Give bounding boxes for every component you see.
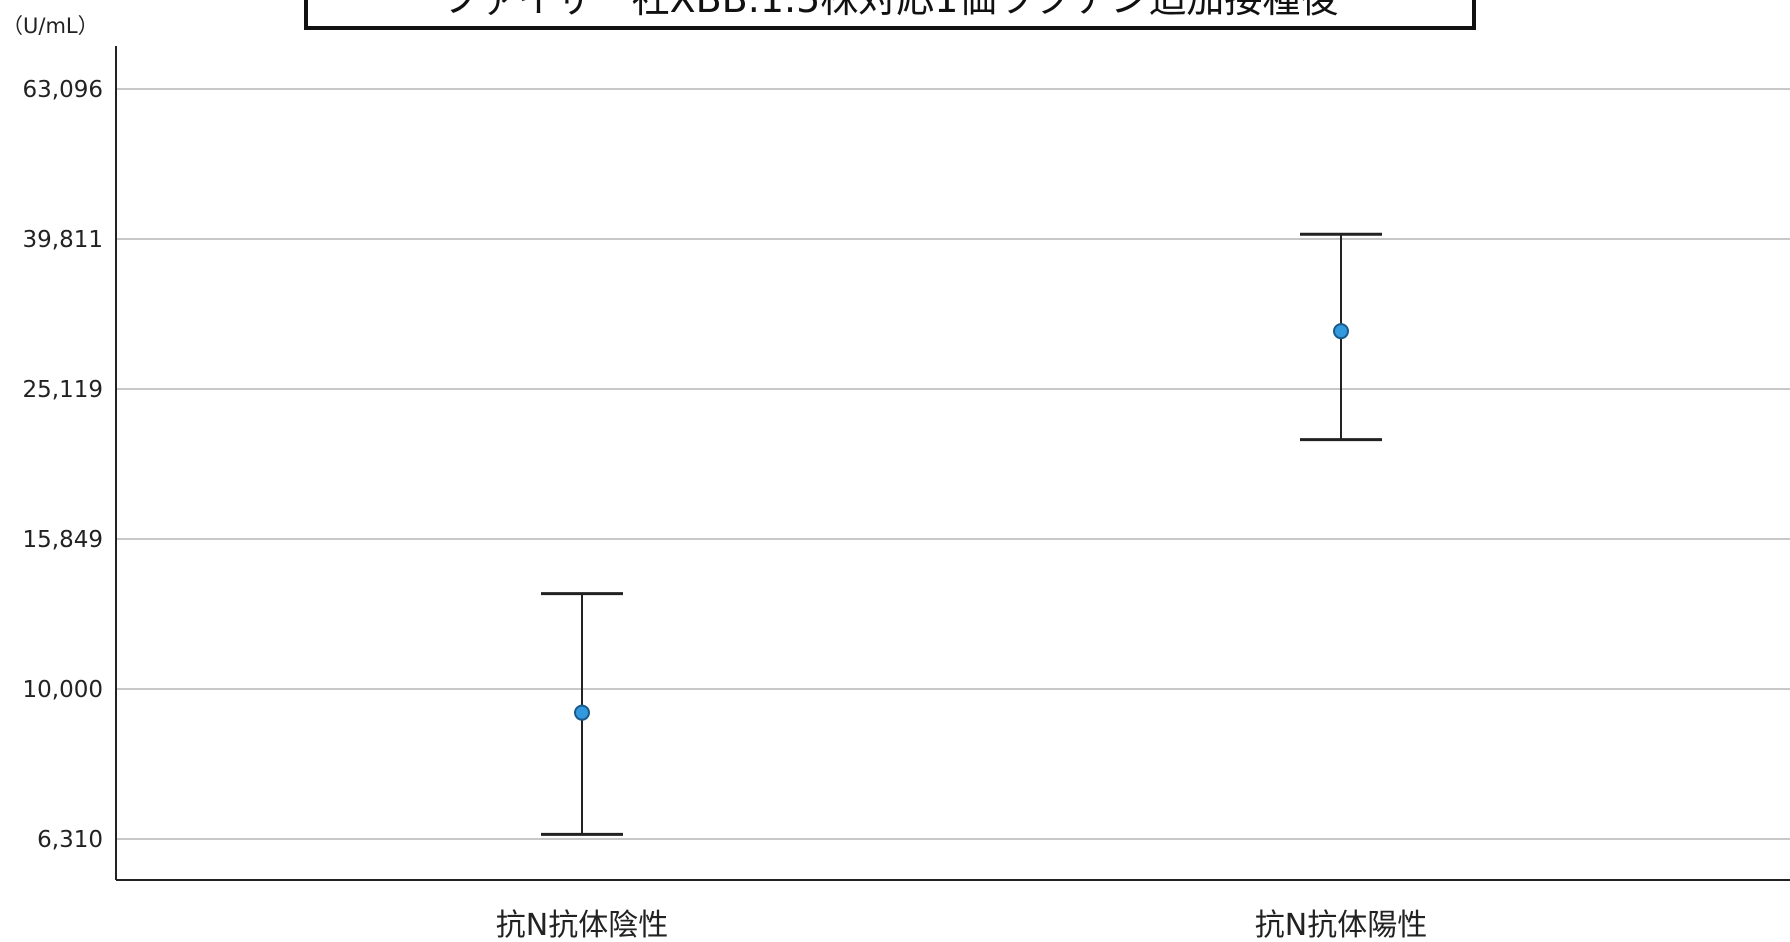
x-tick-label: 抗N抗体陰性	[496, 908, 668, 942]
title-frame	[304, 0, 1476, 30]
series-points	[541, 232, 1382, 836]
y-axis-unit: （U/mL）	[2, 14, 99, 38]
gridlines	[116, 88, 1790, 840]
chart-title: ファイザー社XBB.1.5株対応1価ワクチン追加接種後	[442, 0, 1339, 21]
error-bar-point	[541, 592, 623, 836]
y-tick-label: 6,310	[37, 827, 103, 853]
data-point-marker	[1333, 323, 1349, 340]
chart-title-box: ファイザー社XBB.1.5株対応1価ワクチン追加接種後	[304, 0, 1476, 30]
y-axis-ticks: 6,310 10,000 15,849 25,119 39,811 63,096	[23, 77, 103, 853]
y-tick-label: 15,849	[23, 527, 103, 553]
y-tick-label: 39,811	[23, 227, 103, 253]
y-tick-label: 63,096	[23, 77, 103, 103]
error-bar-point	[1300, 232, 1382, 442]
data-point-marker	[574, 704, 590, 721]
x-axis-ticks: 抗N抗体陰性 抗N抗体陽性	[496, 908, 1427, 942]
x-tick-label: 抗N抗体陽性	[1255, 908, 1427, 942]
y-tick-label: 10,000	[23, 677, 103, 703]
y-tick-label: 25,119	[23, 377, 103, 403]
